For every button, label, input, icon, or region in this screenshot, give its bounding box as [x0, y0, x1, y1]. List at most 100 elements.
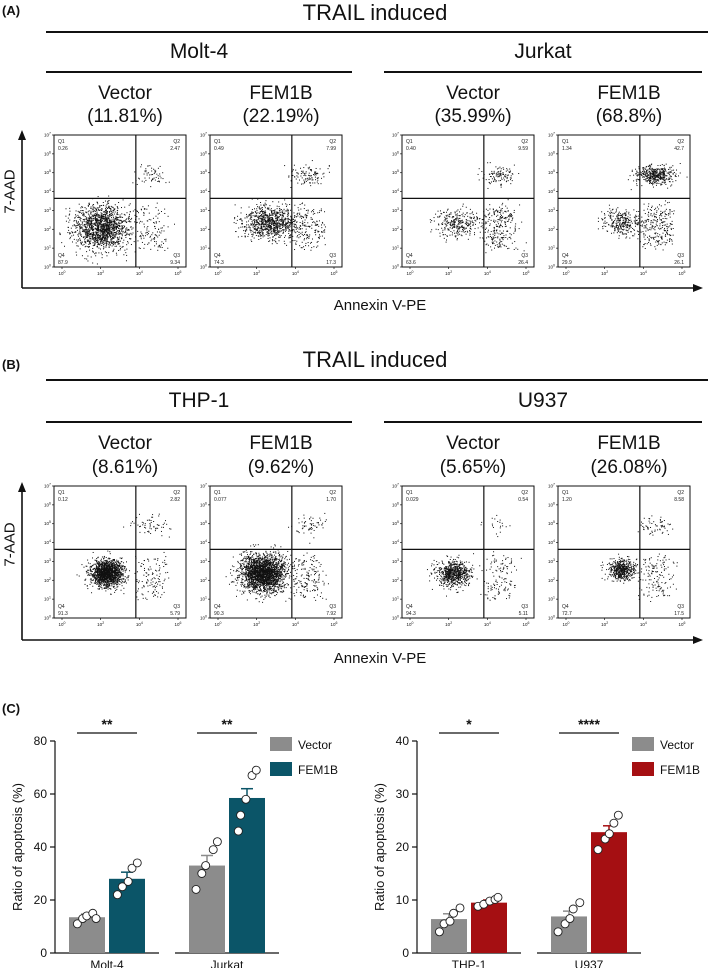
quadrant-value: 1.70 — [326, 497, 336, 503]
y-tick-label: 101 — [392, 596, 399, 602]
quadrant-name: Q4 — [214, 253, 221, 259]
quadrant-value: 7.92 — [326, 611, 336, 617]
quadrant-value: 9.34 — [170, 260, 180, 266]
legend-swatch — [270, 737, 292, 751]
x-tick-label: 102 — [97, 621, 104, 627]
event-dots — [59, 164, 175, 265]
y-tick-label: 20 — [396, 840, 410, 854]
data-point — [445, 916, 455, 926]
legend-label: Vector — [298, 738, 332, 752]
data-point — [233, 826, 243, 836]
quadrant-name: Q2 — [173, 139, 180, 145]
cond-u937-vector-title: Vector — [446, 433, 500, 454]
cond-thp1-vector-percent: (8.61%) — [91, 457, 159, 478]
quadrant-value: 0.49 — [214, 146, 224, 152]
quadrant-value: 72.7 — [562, 611, 572, 617]
plot-frame — [53, 134, 187, 268]
quadrant-name: Q4 — [214, 604, 221, 610]
data-point — [251, 765, 261, 775]
y-tick-label: 101 — [548, 245, 555, 251]
legend-label: FEM1B — [298, 763, 338, 777]
y-tick-label: 40 — [396, 734, 410, 748]
y-tick-label: 101 — [548, 596, 555, 602]
bar — [189, 865, 225, 953]
panel-a-header-line — [46, 31, 708, 33]
group-jurkat-title: Jurkat — [514, 40, 572, 63]
plot-frame — [557, 485, 691, 619]
quadrant-value: 17.5 — [674, 611, 684, 617]
y-tick-label: 103 — [44, 558, 51, 564]
y-tick-label: 105 — [44, 520, 51, 526]
data-point — [455, 903, 465, 913]
quadrant-value: 0.26 — [58, 146, 68, 152]
plot-frame — [557, 134, 691, 268]
quadrant-name: Q4 — [58, 253, 65, 259]
y-axis-label: Ratio of apoptosis (%) — [10, 783, 25, 911]
data-point — [241, 794, 251, 804]
event-dots — [225, 512, 329, 603]
data-point — [568, 904, 578, 914]
y-tick-label: 100 — [548, 264, 555, 270]
x-tick-label: 106 — [679, 270, 686, 276]
quadrant-value: 2.82 — [170, 497, 180, 503]
quadrant-name: Q4 — [562, 604, 569, 610]
y-tick-label: 106 — [392, 501, 399, 507]
group-thp1-title: THP-1 — [168, 389, 230, 412]
data-point — [604, 829, 614, 839]
quadrant-name: Q3 — [677, 253, 684, 259]
panel-a-xlabel: Annexin V-PE — [333, 297, 427, 314]
y-tick-label: 104 — [392, 188, 399, 194]
y-tick-label: 0 — [40, 946, 47, 960]
quadrant-name: Q4 — [406, 253, 413, 259]
panel-a-ylabel: 7-AAD — [1, 169, 19, 214]
event-dots — [426, 514, 522, 601]
data-point — [449, 908, 458, 918]
event-dots — [600, 515, 678, 602]
data-point — [132, 858, 142, 868]
quadrant-name: Q4 — [58, 604, 65, 610]
flow-plot-thp1-fem1b: 100 101 102 103 104 105 106 107 100 102 104 106 Q1 0.… — [196, 482, 346, 637]
quadrant-name: Q1 — [58, 139, 65, 145]
y-tick-label: 100 — [392, 264, 399, 270]
y-tick-label: 10 — [396, 893, 410, 907]
y-tick-label: 102 — [548, 226, 555, 232]
x-tick-label: 100 — [563, 621, 570, 627]
data-point — [197, 869, 207, 878]
y-tick-label: 106 — [44, 501, 51, 507]
y-tick-label: 103 — [200, 558, 207, 564]
quadrant-name: Q1 — [562, 490, 569, 496]
panel-b-xlabel: Annexin V-PE — [333, 650, 427, 667]
x-tick-label: 102 — [253, 270, 260, 276]
x-tick-label: 106 — [175, 621, 182, 627]
y-tick-label: 102 — [548, 577, 555, 583]
y-tick-label: 105 — [200, 169, 207, 175]
y-tick-label: 102 — [392, 577, 399, 583]
cond-molt4-fem1b-percent: (22.19%) — [242, 106, 320, 127]
panel-b-header: TRAIL induced — [302, 347, 448, 372]
quadrant-value: 1.34 — [562, 146, 572, 152]
plot-frame — [401, 134, 535, 268]
category-label: Jurkat — [211, 958, 244, 968]
y-tick-label: 102 — [200, 577, 207, 583]
group-molt4-line — [46, 71, 352, 73]
cond-u937-fem1b-title: FEM1B — [597, 433, 661, 454]
y-tick-label: 103 — [200, 207, 207, 213]
panel-a-header: TRAIL induced — [302, 0, 448, 25]
x-tick-label: 106 — [523, 270, 530, 276]
quadrant-name: Q3 — [173, 604, 180, 610]
quadrant-name: Q1 — [214, 490, 221, 496]
quadrant-name: Q3 — [173, 253, 180, 259]
x-tick-label: 100 — [407, 270, 414, 276]
y-tick-label: 106 — [548, 501, 555, 507]
data-point — [72, 919, 82, 929]
plot-frame — [53, 485, 187, 619]
cond-u937-fem1b-percent: (26.08%) — [590, 457, 668, 478]
y-tick-label: 107 — [44, 132, 51, 138]
y-tick-label: 106 — [392, 150, 399, 156]
y-tick-label: 0 — [402, 946, 409, 960]
quadrant-value: 0.077 — [214, 497, 227, 503]
